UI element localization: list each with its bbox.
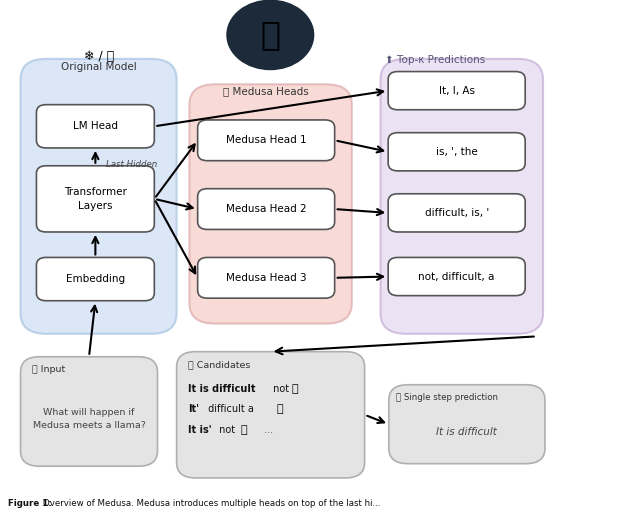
FancyBboxPatch shape [177,351,365,478]
Text: Overview of Medusa. Medusa introduces multiple heads on top of the last hi...: Overview of Medusa. Medusa introduces mu… [43,499,380,508]
FancyBboxPatch shape [20,59,177,334]
Text: difficult, is, ': difficult, is, ' [424,208,489,218]
Text: ❌: ❌ [241,425,247,434]
FancyBboxPatch shape [388,257,525,296]
Text: ...: ... [261,425,273,434]
Text: 🦙: 🦙 [260,19,280,52]
Text: Medusa Head 1: Medusa Head 1 [226,135,307,146]
Text: Embedding: Embedding [66,274,125,284]
FancyBboxPatch shape [198,120,335,160]
FancyBboxPatch shape [20,357,157,466]
FancyBboxPatch shape [189,84,352,324]
Text: ❌: ❌ [276,404,283,414]
Text: Figure 1:: Figure 1: [8,499,54,508]
Text: It is difficult: It is difficult [436,427,497,437]
FancyBboxPatch shape [389,385,545,464]
Text: ✅: ✅ [292,384,299,394]
Text: 📋 Candidates: 📋 Candidates [188,360,250,369]
Text: It is': It is' [188,425,212,434]
Text: not, difficult, a: not, difficult, a [419,271,495,282]
Text: Last Hidden: Last Hidden [106,160,157,169]
Text: LM Head: LM Head [73,121,118,131]
Text: It is difficult: It is difficult [188,384,255,394]
Text: not: not [269,384,289,394]
FancyBboxPatch shape [388,133,525,171]
FancyBboxPatch shape [388,72,525,110]
Text: What will happen if
Medusa meets a llama?: What will happen if Medusa meets a llama… [33,408,145,430]
FancyBboxPatch shape [36,257,154,301]
FancyBboxPatch shape [36,105,154,148]
Text: It': It' [188,404,199,414]
Text: not: not [216,425,236,434]
Text: 📝 Input: 📝 Input [32,365,65,374]
Text: difficult a: difficult a [205,404,253,414]
FancyBboxPatch shape [198,257,335,298]
Text: 📝 Single step prediction: 📝 Single step prediction [396,393,499,402]
Text: Transformer
Layers: Transformer Layers [64,187,127,211]
Text: It, I, As: It, I, As [438,86,475,95]
FancyBboxPatch shape [388,194,525,232]
Text: Original Model: Original Model [61,62,137,72]
Text: ⬆ Top-κ Predictions: ⬆ Top-κ Predictions [385,55,485,65]
Text: is, ', the: is, ', the [436,147,477,157]
Circle shape [227,1,314,70]
FancyBboxPatch shape [36,166,154,232]
Text: Medusa Head 3: Medusa Head 3 [226,273,307,283]
FancyBboxPatch shape [198,189,335,230]
Text: 🔥 Medusa Heads: 🔥 Medusa Heads [223,86,309,96]
Text: ❄️ / 🔥: ❄️ / 🔥 [84,50,114,63]
FancyBboxPatch shape [381,59,543,334]
Text: Medusa Head 2: Medusa Head 2 [226,204,307,214]
